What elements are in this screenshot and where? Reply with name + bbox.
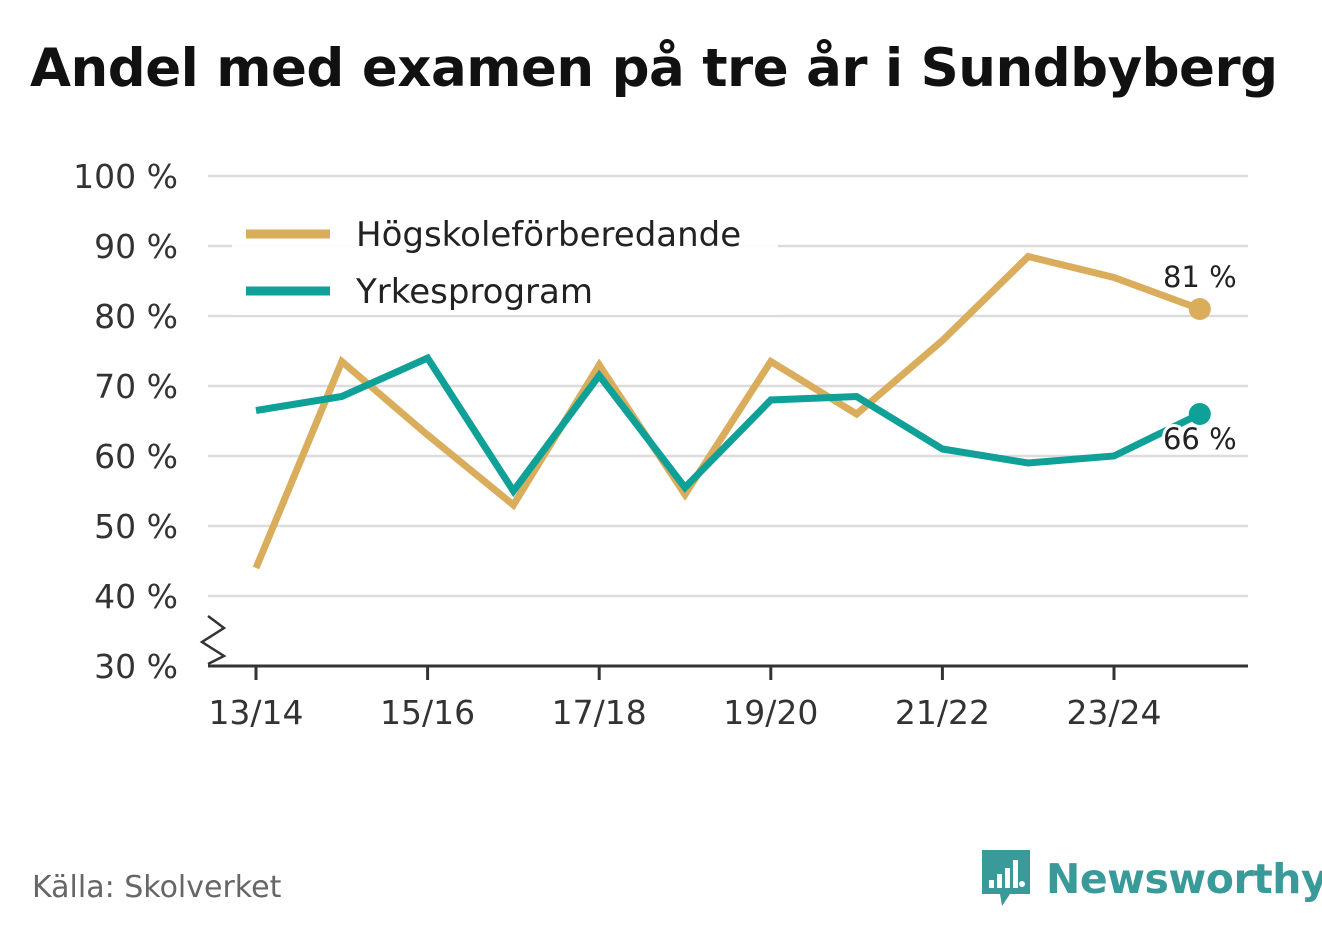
brand-name: Newsworthy: [1046, 855, 1322, 903]
end-labels: 81 % 66 %: [1160, 257, 1240, 459]
legend-background: [232, 205, 778, 315]
x-tick-label: 19/20: [723, 693, 818, 732]
x-tick-label: 17/18: [552, 693, 647, 732]
legend-label: Yrkesprogram: [355, 272, 593, 312]
series-end-point: [1188, 403, 1211, 425]
end-value-label: 66 %: [1163, 422, 1237, 456]
y-tick-label: 50 %: [94, 507, 178, 546]
source-note: Källa: Skolverket: [32, 870, 282, 905]
series-lines: [252, 252, 1211, 570]
x-tick-label: 21/22: [895, 693, 990, 732]
y-tick-label: 80 %: [94, 297, 178, 336]
y-tick-label: 90 %: [94, 227, 178, 266]
newsworthy-logo-icon: [982, 850, 1030, 906]
legend: Högskoleförberedande Yrkesprogram: [232, 205, 778, 315]
series-line-hogskoleforberedande: [252, 252, 1202, 570]
y-axis-ticks: 30 % 40 % 50 % 60 % 70 % 80 % 90 % 100 %: [73, 157, 178, 686]
y-tick-label: 70 %: [94, 367, 178, 406]
y-tick-label: 60 %: [94, 437, 178, 476]
axis-break-icon: [199, 615, 227, 666]
y-tick-label: 30 %: [94, 647, 178, 686]
series-end-point: [1188, 298, 1211, 320]
x-tick-label: 23/24: [1066, 693, 1161, 732]
brand-logo[interactable]: Newsworthy: [980, 848, 1322, 910]
y-tick-label: 40 %: [94, 577, 178, 616]
chart-title: Andel med examen på tre år i Sundbyberg: [30, 38, 1278, 99]
series-line-yrkesprogram: [255, 353, 1202, 498]
legend-label: Högskoleförberedande: [356, 215, 741, 255]
x-axis: 13/14 15/16 17/18 19/20 21/22 23/24: [199, 615, 1248, 732]
end-value-label: 81 %: [1163, 260, 1237, 294]
x-tick-label: 13/14: [208, 693, 303, 732]
y-tick-label: 100 %: [73, 157, 178, 196]
x-tick-label: 15/16: [380, 693, 475, 732]
